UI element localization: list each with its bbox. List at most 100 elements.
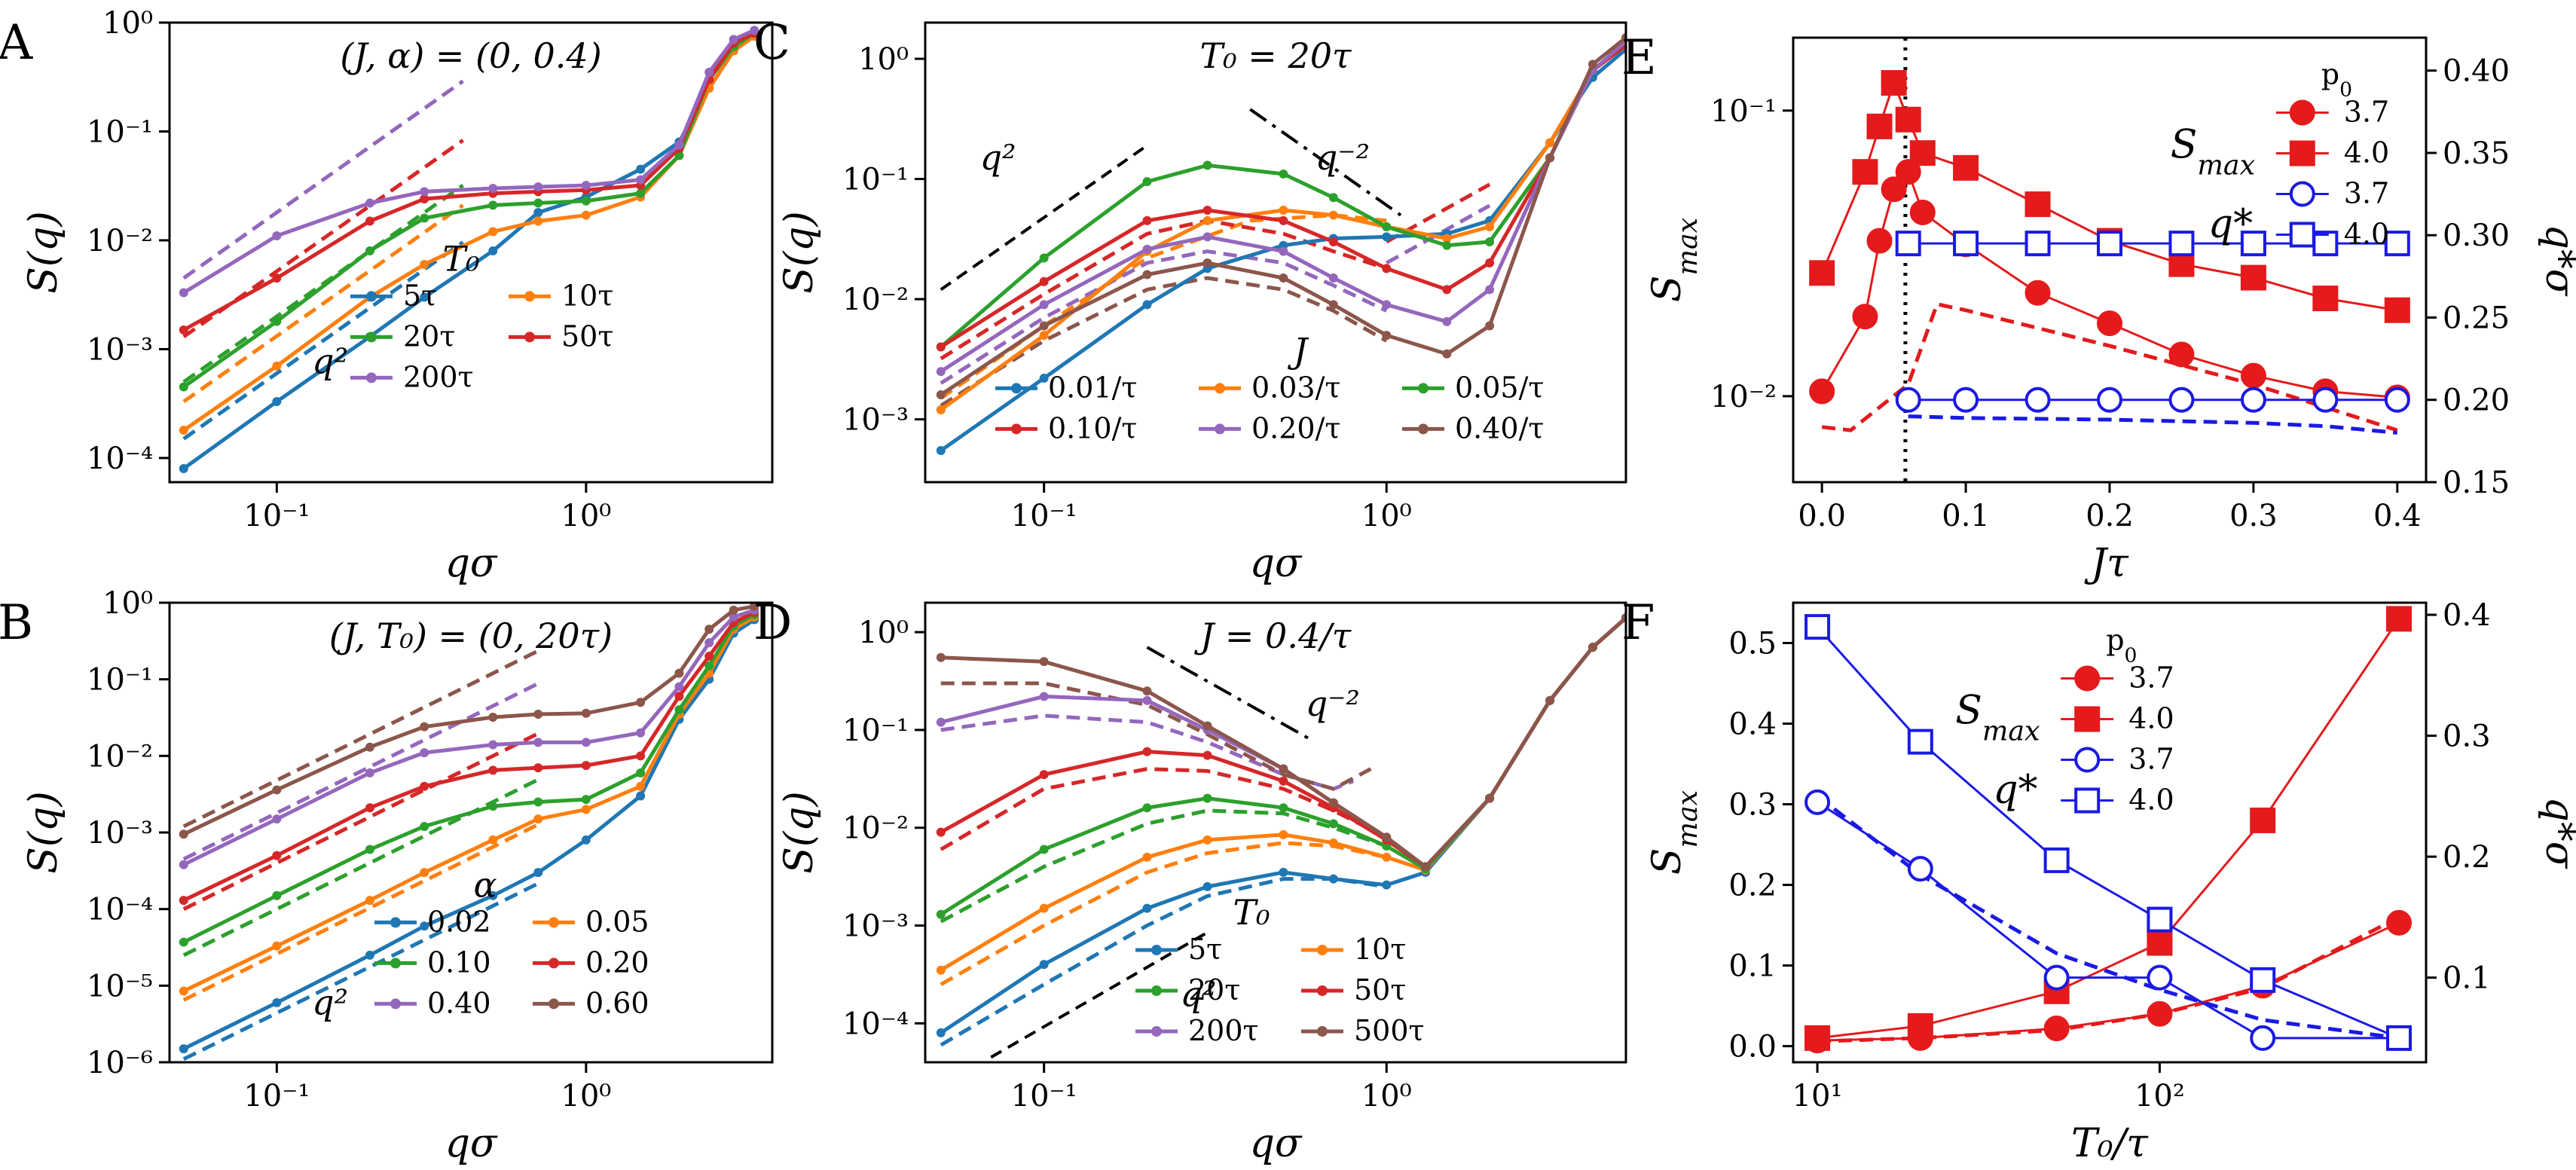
data-point xyxy=(272,785,282,795)
data-point xyxy=(581,180,591,190)
data-point xyxy=(1382,331,1392,341)
data-point xyxy=(2168,341,2195,368)
fit-line xyxy=(182,682,539,861)
x-axis-label: T₀/τ xyxy=(2071,1121,2149,1166)
data-point xyxy=(420,868,429,878)
data-point xyxy=(1202,258,1212,268)
y-axis-label: Smax xyxy=(1645,790,1704,875)
data-point xyxy=(2386,606,2413,632)
data-point xyxy=(1328,193,1338,203)
data-point xyxy=(533,710,543,719)
data-point xyxy=(636,698,646,707)
data-point xyxy=(420,821,429,831)
data-point xyxy=(1545,695,1555,705)
data-point xyxy=(2386,909,2413,936)
data-point xyxy=(1142,215,1152,225)
y2-tick-label: 0.40 xyxy=(2443,54,2510,89)
x-tick-label: 10⁻¹ xyxy=(1011,499,1077,533)
data-point xyxy=(1866,228,1893,254)
data-point xyxy=(1804,789,1831,815)
data-point xyxy=(1895,231,1921,257)
data-point xyxy=(1442,316,1452,326)
legend-entry: 200τ xyxy=(1188,1014,1259,1047)
series-line xyxy=(940,616,1626,1034)
data-point xyxy=(179,463,188,473)
data-point xyxy=(674,151,684,160)
panel-F: 10¹ 10² 0.0 0.1 0.2 0.3 0.4 0.5 0.1 0.2 0.3 0.4 T₀/τ… xyxy=(1621,595,2576,1166)
data-point xyxy=(936,652,946,662)
legend-entry: 0.40/τ xyxy=(1455,411,1544,444)
data-point xyxy=(1895,159,1921,185)
data-point xyxy=(272,997,282,1007)
legend-entry: 3.7 xyxy=(2128,743,2174,776)
data-point xyxy=(1202,215,1212,225)
data-point xyxy=(420,213,429,223)
legend-title: J xyxy=(1288,330,1309,371)
legend-marker xyxy=(549,958,559,969)
data-point xyxy=(2147,930,2173,956)
data-point xyxy=(1852,304,1878,330)
data-point xyxy=(1907,729,1933,755)
guide-line xyxy=(1249,108,1402,217)
data-point xyxy=(636,781,646,791)
annotation: q² xyxy=(312,982,348,1023)
y2-axis-label: q*σ xyxy=(2537,225,2576,297)
data-point xyxy=(729,35,738,44)
x-axis-label: qσ xyxy=(1250,541,1303,586)
x-tick-label: 0.1 xyxy=(1942,499,1990,533)
data-point xyxy=(2043,1016,2070,1042)
fit-line xyxy=(940,249,1388,385)
data-point xyxy=(272,851,282,860)
plot-area-D: q² q⁻² xyxy=(936,613,1626,1059)
data-point xyxy=(365,768,374,777)
data-point xyxy=(2147,964,2173,991)
data-point xyxy=(1382,222,1392,232)
fit-line xyxy=(940,808,1388,924)
data-point xyxy=(488,712,498,722)
series-line xyxy=(940,616,1626,869)
panel-A: q² 10⁻¹ 10⁰ 10⁻⁴ 10⁻³ 10⁻² 10⁻¹ 10⁰ qσ S(q) A (J, α… xyxy=(0,6,774,586)
panel-title: (J, α) = (0, 0.4) xyxy=(340,35,601,76)
data-point xyxy=(488,765,498,775)
data-point xyxy=(636,791,646,801)
plot-area-B: q² xyxy=(179,603,759,1062)
y-tick-label: 0.4 xyxy=(1728,707,1777,742)
data-point xyxy=(1809,378,1835,405)
y-tick-label: 10⁻⁴ xyxy=(87,893,153,927)
y-tick-label: 0.0 xyxy=(1728,1030,1777,1065)
series-line xyxy=(182,35,756,432)
data-point xyxy=(2024,386,2051,413)
data-point xyxy=(1485,285,1495,295)
data-point xyxy=(488,802,498,811)
fit-line xyxy=(940,841,1387,986)
legend-entry: 3.7 xyxy=(2128,661,2174,695)
data-point xyxy=(1485,258,1495,268)
x-tick-label: 10⁰ xyxy=(561,499,611,533)
data-point xyxy=(1809,260,1835,286)
data-point xyxy=(2097,231,2122,257)
data-point xyxy=(1852,159,1878,185)
data-point xyxy=(1202,721,1212,731)
data-point xyxy=(636,164,646,174)
data-point xyxy=(2312,286,2339,312)
legend-entry: 5τ xyxy=(403,279,437,312)
legend-entry: 0.20 xyxy=(585,945,649,979)
legend-marker xyxy=(1151,945,1162,955)
series-line xyxy=(182,604,755,836)
y-axis-label: S(q) xyxy=(21,211,66,293)
data-point xyxy=(488,890,498,900)
data-point xyxy=(1382,300,1392,310)
data-point xyxy=(1142,244,1152,254)
data-point xyxy=(533,814,543,824)
series-line xyxy=(182,31,756,389)
data-point xyxy=(1279,169,1288,179)
data-point xyxy=(1909,199,1936,225)
data-point xyxy=(1587,60,1597,69)
y-axis-label: S(q) xyxy=(21,791,66,873)
data-point xyxy=(272,814,282,824)
x-tick-label: 0.0 xyxy=(1798,499,1846,533)
data-point xyxy=(1804,614,1831,640)
data-point xyxy=(272,890,282,900)
